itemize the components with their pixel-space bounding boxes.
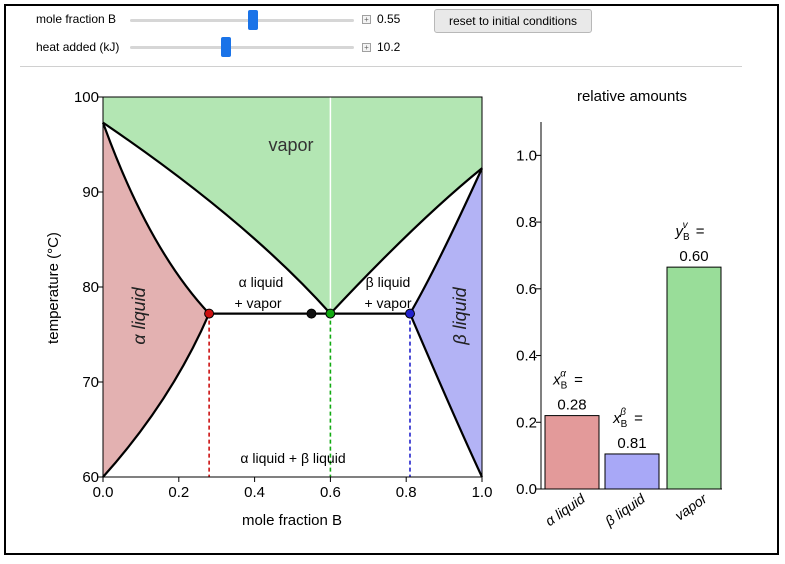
beta-bubble-curve <box>409 167 484 315</box>
y-tick-label: 70 <box>82 374 99 391</box>
heat-added-value: 10.2 <box>377 40 401 54</box>
mole-fraction-thumb[interactable] <box>248 10 259 30</box>
beta-liquid-region <box>409 168 482 477</box>
bar-annotation-symbol: xBβ = <box>612 407 643 430</box>
heat-added-thumb[interactable] <box>221 37 232 57</box>
state-point-alpha <box>204 308 215 319</box>
bar-value-label: 0.81 <box>617 435 646 452</box>
reset-button[interactable]: reset to initial conditions <box>434 9 592 33</box>
y-tick-label: 100 <box>74 89 99 106</box>
y-tick-label: 90 <box>82 184 99 201</box>
bar-y-tick-label: 0.6 <box>516 281 537 298</box>
mole-fraction-track[interactable] <box>130 19 354 22</box>
bar-y-tick-label: 0.0 <box>516 481 537 498</box>
region-label-beta-vapor-2: + vapor <box>364 295 411 311</box>
x-tick-label: 0.8 <box>396 484 417 501</box>
expand-plus-icon[interactable]: + <box>362 43 371 52</box>
bar-y-tick-label: 1.0 <box>516 147 537 164</box>
bar-1 <box>604 453 660 490</box>
alpha-solubility-curve <box>102 313 211 478</box>
separator <box>20 66 742 67</box>
expand-plus-icon[interactable]: + <box>362 15 371 24</box>
state-point-beta <box>404 308 415 319</box>
alpha-bubble-curve <box>101 122 210 315</box>
region-label-vapor: vapor <box>268 135 313 155</box>
region-label-alpha-liquid: α liquid <box>129 286 149 344</box>
bar-annotation-symbol: yBv = <box>674 220 704 243</box>
x-tick-label: 0.0 <box>93 484 114 501</box>
dew-curve <box>102 121 483 316</box>
y-tick-label: 80 <box>82 279 99 296</box>
mole-fraction-value: 0.55 <box>377 12 401 26</box>
bar-y-tick-label: 0.4 <box>516 348 537 365</box>
y-axis-label: temperature (°C) <box>45 232 62 344</box>
region-label-beta-liquid: β liquid <box>450 286 470 345</box>
x-tick-label: 0.6 <box>320 484 341 501</box>
bar-value-label: 0.60 <box>679 248 708 265</box>
bar-chart-title: relative amounts <box>577 88 687 105</box>
bar-y-tick-label: 0.8 <box>516 214 537 231</box>
state-point-vapor <box>325 308 336 319</box>
heat-added-label: heat added (kJ) <box>36 40 120 54</box>
x-tick-label: 0.2 <box>168 484 189 501</box>
heat-added-track[interactable] <box>130 46 354 49</box>
y-tick-label: 60 <box>82 469 99 486</box>
bar-2 <box>666 266 722 490</box>
region-label-alpha-vapor-1: α liquid <box>239 274 284 290</box>
x-axis-label: mole fraction B <box>242 512 342 529</box>
bar-category-label: β liquid <box>601 490 649 530</box>
alpha-liquid-region <box>103 122 210 478</box>
bar-category-label: α liquid <box>542 490 589 529</box>
vapor-region <box>103 97 482 314</box>
bar-annotation-symbol: xBα = <box>552 369 583 392</box>
bar-value-label: 0.28 <box>557 397 586 414</box>
x-tick-label: 0.4 <box>244 484 265 501</box>
bar-0 <box>544 415 600 490</box>
beta-solubility-curve <box>408 313 483 478</box>
bar-y-tick-label: 0.2 <box>516 414 537 431</box>
x-tick-label: 1.0 <box>472 484 493 501</box>
state-point-overall <box>306 308 317 319</box>
region-label-alpha-beta: α liquid + β liquid <box>240 450 345 466</box>
mole-fraction-label: mole fraction B <box>36 12 117 26</box>
region-label-beta-vapor-1: β liquid <box>366 274 411 290</box>
bar-category-label: vapor <box>672 490 711 524</box>
region-label-alpha-vapor-2: + vapor <box>234 295 281 311</box>
